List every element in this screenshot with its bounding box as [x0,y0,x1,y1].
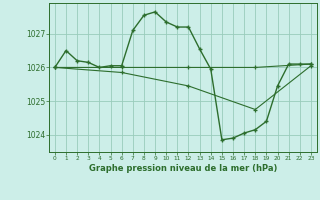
X-axis label: Graphe pression niveau de la mer (hPa): Graphe pression niveau de la mer (hPa) [89,164,277,173]
